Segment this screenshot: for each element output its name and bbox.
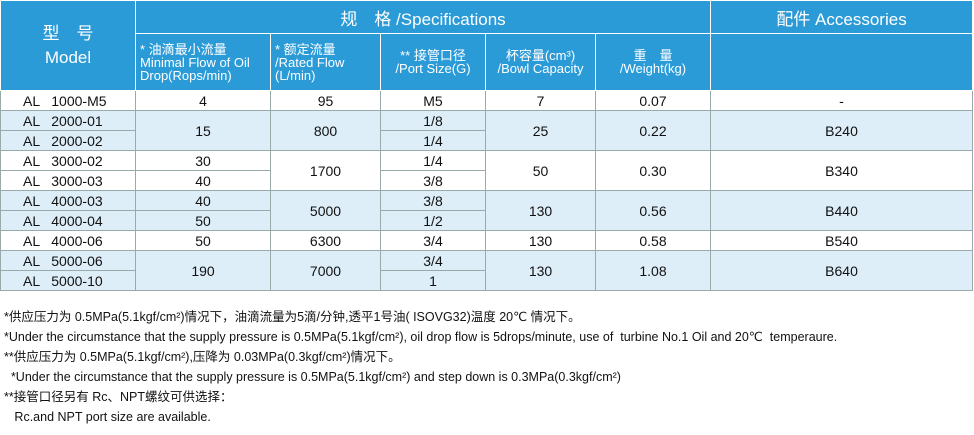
cell: 3/4 xyxy=(380,230,486,251)
note-line: **供应压力为 0.5MPa(5.1kgf/cm²),压降为 0.03MPa(0… xyxy=(4,350,401,364)
column-header: * 额定流量/Rated Flow (L/min) xyxy=(270,33,381,91)
cell: 130 xyxy=(485,230,596,251)
header-line: * 额定流量 xyxy=(275,41,336,57)
table-row: AL 4000-03 40 5000 3/8 130 0.56 B440 xyxy=(0,190,974,231)
note-line: Rc.and NPT port size are available. xyxy=(4,410,211,424)
model-cell: AL 4000-04 xyxy=(0,210,136,231)
table-row: AL 3000-02 30 1700 1/4 50 0.30 B340 xyxy=(0,150,974,191)
header-line: (L/min) xyxy=(275,67,316,83)
cell: 1 xyxy=(380,270,486,291)
cell: B640 xyxy=(710,250,974,291)
model-cell: AL 2000-02 xyxy=(0,130,136,151)
cell: 40 xyxy=(135,190,271,211)
header-line: Minimal Flow of Oil xyxy=(140,54,250,70)
accessories-header: 配件 Accessories xyxy=(710,0,974,34)
model-zh: 型 号 xyxy=(42,23,94,43)
cell: 1700 xyxy=(270,150,381,191)
header-line: * 油滴最小流量 xyxy=(140,41,227,57)
cell: 6300 xyxy=(270,230,381,251)
cell: 0.58 xyxy=(594,230,712,251)
header-line: /Bowl Capacity xyxy=(497,61,584,76)
note-line: **接管口径另有 Rc、NPT螺纹可供选择： xyxy=(4,390,233,404)
cell: 4 xyxy=(135,90,271,111)
model-cell: AL 4000-06 xyxy=(0,230,136,251)
cell: B540 xyxy=(710,230,974,251)
cell: 800 xyxy=(270,110,381,151)
table-row: AL 3000-03 40 3/8 xyxy=(0,170,973,191)
table-body: AL 1000-M5 4 95 M5 7 0.07- AL 2000-01 15 800 1/8 2… xyxy=(0,90,974,291)
table-row: AL 5000-06 190 7000 3/4 130 1.08 B640 xyxy=(0,250,974,291)
cell: B240 xyxy=(710,110,974,151)
header-line: ** 接管口径 xyxy=(400,48,466,63)
column-header: 杯容量(cm³)/Bowl Capacity xyxy=(485,33,596,91)
cell: 25 xyxy=(485,110,596,151)
cell: 40 xyxy=(135,170,271,191)
spec-table: 型 号 Model 规 格 /Specifications 配件 Accesso… xyxy=(0,0,974,291)
cell: 190 xyxy=(135,250,271,291)
header-line: /Weight(kg) xyxy=(619,61,687,76)
table-row: AL 2000-01 15 800 1/8 25 0.22 B240 xyxy=(0,110,974,151)
cell: 130 xyxy=(485,250,596,291)
header-line: 杯容量(cm³) xyxy=(505,48,576,63)
table-row: AL 1000-M5 4 95 M5 7 0.07- xyxy=(0,90,974,111)
column-header: ** 接管口径/Port Size(G) xyxy=(380,33,486,91)
model-cell: AL 2000-01 xyxy=(0,110,136,131)
cell: 3/8 xyxy=(380,170,486,191)
column-header xyxy=(710,33,974,91)
model-cell: AL 3000-02 xyxy=(0,150,136,171)
cell: 1/4 xyxy=(380,150,486,171)
cell: B340 xyxy=(710,150,974,191)
table-row: AL 4000-06 50 6300 3/4 130 0.58 B540 xyxy=(0,230,974,251)
cell: 3/4 xyxy=(380,250,486,271)
cell: 7 xyxy=(485,90,596,111)
model-cell: AL 5000-06 xyxy=(0,250,136,271)
note-line: *Under the circumstance that the supply … xyxy=(4,330,838,344)
cell: 1/2 xyxy=(380,210,486,231)
table-row: AL 2000-02 1/4 xyxy=(0,130,973,151)
header-row: 型 号 Model 规 格 /Specifications 配件 Accesso… xyxy=(0,0,974,91)
cell: 0.30 xyxy=(594,150,712,191)
table-row: AL 4000-04 50 1/2 xyxy=(0,210,973,231)
cell: 1/8 xyxy=(380,110,486,131)
cell: 5000 xyxy=(270,190,381,231)
table-header: 型 号 Model 规 格 /Specifications 配件 Accesso… xyxy=(0,0,974,91)
note-line: *供应压力为 0.5MPa(5.1kgf/cm²)情况下，油滴流量为5滴/分钟,… xyxy=(4,310,581,324)
notes: *供应压力为 0.5MPa(5.1kgf/cm²)情况下，油滴流量为5滴/分钟,… xyxy=(4,307,837,427)
header-line: /Port Size(G) xyxy=(395,61,471,76)
cell: 15 xyxy=(135,110,271,151)
model-cell: AL 3000-03 xyxy=(0,170,136,191)
cell: 95 xyxy=(270,90,381,111)
header-row: * 油滴最小流量 Minimal Flow of Oil Drop(Rops/min… xyxy=(1,33,974,91)
cell: 0.56 xyxy=(594,190,712,231)
note-line: *Under the circumstance that the supply … xyxy=(4,370,621,384)
cell: 7000 xyxy=(270,250,381,291)
cell: 30 xyxy=(135,150,271,171)
cell: 50 xyxy=(485,150,596,191)
cell: 3/8 xyxy=(380,190,486,211)
column-header: * 油滴最小流量 Minimal Flow of Oil Drop(Rops/min… xyxy=(135,33,271,91)
cell: 0.22 xyxy=(594,110,712,151)
model-cell: AL 5000-10 xyxy=(0,270,136,291)
header-line: /Rated Flow xyxy=(275,54,345,70)
cell: 50 xyxy=(135,210,271,231)
model-header: 型 号 Model xyxy=(0,0,136,91)
model-cell: AL 4000-03 xyxy=(0,190,136,211)
cell: 130 xyxy=(485,190,596,231)
cell: - xyxy=(710,90,974,111)
header-line: 重 量 xyxy=(633,48,673,63)
cell: 0.07 xyxy=(594,90,712,111)
cell: 1.08 xyxy=(594,250,712,291)
model-en: Model xyxy=(44,47,92,67)
column-header: 重 量/Weight(kg) xyxy=(594,33,712,91)
cell: M5 xyxy=(380,90,486,111)
cell: 1/4 xyxy=(380,130,486,151)
cell: 50 xyxy=(135,230,271,251)
cell: B440 xyxy=(710,190,974,231)
model-cell: AL 1000-M5 xyxy=(0,90,136,111)
spec-header: 规 格 /Specifications xyxy=(134,0,712,34)
header-line: Drop(Rops/min) xyxy=(140,67,232,83)
table-row: AL 5000-10 1 xyxy=(0,270,973,291)
